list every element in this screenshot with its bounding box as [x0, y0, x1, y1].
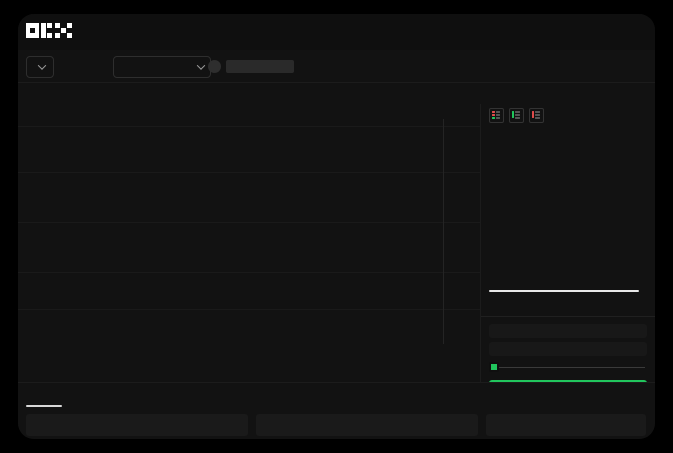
tab-sell[interactable] [568, 296, 655, 316]
orderbook-rows[interactable] [481, 126, 655, 286]
slider-handle[interactable] [489, 362, 499, 372]
orderbook-buy-icon[interactable] [509, 108, 524, 123]
bottom-tab-active-underline [26, 405, 62, 407]
okx-logo-o [26, 23, 39, 38]
chevron-down-icon [196, 61, 206, 70]
candlestick-series [18, 104, 480, 294]
pair-select[interactable] [113, 56, 211, 78]
orders-pane-right [486, 414, 646, 436]
orderbook-divider [489, 290, 639, 292]
chart-gridline [18, 309, 480, 310]
okx-logo-x [55, 23, 73, 38]
chevron-down-icon [37, 61, 47, 70]
order-amount-field[interactable] [489, 342, 647, 356]
chart-gridline [18, 222, 480, 223]
okx-logo-k [40, 23, 54, 38]
orders-pane-mid [256, 414, 478, 436]
chart-gridline [18, 172, 480, 173]
bottom-orders-bar [18, 382, 655, 439]
pair-name-skeleton [226, 60, 294, 73]
slider-track [493, 366, 645, 368]
tab-buy[interactable] [481, 296, 568, 316]
price-chart-panel[interactable] [18, 104, 481, 382]
orderbook-layout-toggles [489, 108, 544, 123]
top-navigation-bar [18, 14, 655, 50]
orders-pane-left [26, 414, 248, 436]
orderbook-both-icon[interactable] [489, 108, 504, 123]
pair-avatar [208, 60, 221, 73]
buy-sell-tabs [481, 296, 655, 316]
okx-logo[interactable] [26, 23, 73, 38]
chart-gridline [18, 126, 480, 127]
orderbook-trade-panel [481, 104, 655, 394]
chart-gridline [18, 272, 480, 273]
order-price-field[interactable] [489, 324, 647, 338]
chart-toolbar [18, 82, 655, 105]
app-screen [18, 14, 655, 439]
market-type-dropdown[interactable] [26, 56, 54, 78]
trade-form-divider [481, 316, 655, 317]
order-amount-slider[interactable] [489, 362, 647, 372]
volume-series [18, 314, 480, 372]
ticker-bar [18, 50, 655, 83]
orderbook-sell-icon[interactable] [529, 108, 544, 123]
